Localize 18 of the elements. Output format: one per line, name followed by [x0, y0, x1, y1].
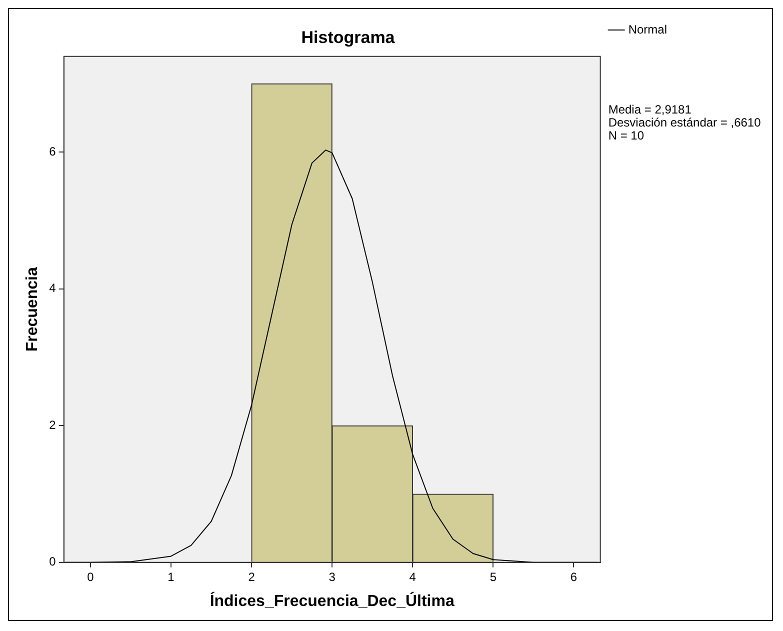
- text: Desviación estándar = ,6610: [608, 116, 762, 130]
- legend-label: Normal: [628, 22, 667, 36]
- x-tick-label: 5: [490, 570, 497, 584]
- y-axis-title: Frecuencia: [24, 267, 42, 352]
- y-tick-label: 6: [49, 144, 56, 158]
- x-tick-label: 0: [87, 570, 94, 584]
- x-tick-label: 1: [168, 570, 175, 584]
- x-tick-label: 6: [570, 570, 578, 584]
- x-tick-label: 4: [409, 570, 416, 584]
- text: Media = 2,9181: [608, 102, 692, 117]
- y-tick-label: 2: [49, 418, 56, 432]
- y-tick-label: 0: [49, 554, 56, 569]
- x-axis-title: Índices_Frecuencia_Dec_Última: [210, 590, 454, 610]
- y-tick-label: 4: [49, 281, 56, 296]
- x-tick-label: 3: [328, 570, 336, 584]
- text: N = 10: [608, 128, 644, 143]
- x-tick-label: 2: [248, 570, 256, 584]
- chart-title: Histograma: [301, 28, 396, 47]
